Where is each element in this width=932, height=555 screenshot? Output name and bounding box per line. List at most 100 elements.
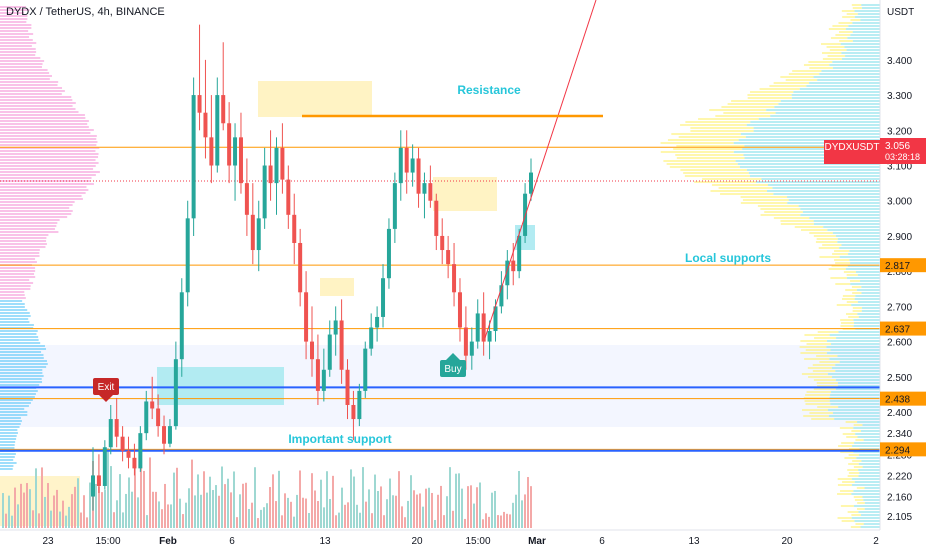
candle-body[interactable] <box>185 218 190 293</box>
buy-marker[interactable]: Buy <box>440 353 466 377</box>
candle-body[interactable] <box>321 369 326 391</box>
candle-body[interactable] <box>381 278 386 317</box>
symbol-title[interactable]: DYDX / TetherUS, 4h, BINANCE <box>6 6 165 18</box>
candle-body[interactable] <box>179 292 184 360</box>
candle-body[interactable] <box>463 327 468 356</box>
candle-body[interactable] <box>250 214 255 251</box>
candle-body[interactable] <box>469 341 474 356</box>
profile-row-left <box>0 114 85 116</box>
candle-body[interactable] <box>511 260 516 272</box>
candle-body[interactable] <box>191 95 196 219</box>
candle-body[interactable] <box>434 200 439 236</box>
trend-line[interactable] <box>484 0 597 339</box>
candle-body[interactable] <box>238 137 243 184</box>
profile-row-right-secondary <box>750 91 794 93</box>
candle-body[interactable] <box>173 359 178 427</box>
candle-body[interactable] <box>132 457 137 469</box>
candle-body[interactable] <box>428 183 433 201</box>
candle-body[interactable] <box>333 320 338 335</box>
candle-body[interactable] <box>363 348 368 391</box>
candle-body[interactable] <box>410 158 415 173</box>
candle-body[interactable] <box>487 331 492 342</box>
volume-bar <box>11 515 13 528</box>
candle-body[interactable] <box>440 235 445 251</box>
candle-body[interactable] <box>315 359 320 391</box>
candle-body[interactable] <box>475 313 480 342</box>
candle-body[interactable] <box>262 165 267 219</box>
candle-body[interactable] <box>357 390 362 420</box>
volume-bar <box>311 473 313 528</box>
candle-body[interactable] <box>404 147 409 173</box>
candle-body[interactable] <box>493 306 498 332</box>
profile-row-right-secondary <box>834 259 850 261</box>
candle-body[interactable] <box>120 436 125 451</box>
candle-body[interactable] <box>126 450 131 458</box>
candle-body[interactable] <box>375 316 380 328</box>
candle-body[interactable] <box>91 475 95 497</box>
candle-body[interactable] <box>398 147 403 184</box>
candle-body[interactable] <box>339 320 344 370</box>
candle-body[interactable] <box>274 147 279 184</box>
profile-row-right <box>832 67 880 69</box>
profile-row-right <box>847 265 880 267</box>
candle-body[interactable] <box>108 419 113 448</box>
candle-body[interactable] <box>280 147 285 180</box>
candle-body[interactable] <box>416 158 421 194</box>
candle-body[interactable] <box>446 250 451 265</box>
profile-row-left <box>0 15 28 17</box>
level-tag-label: 2.294 <box>885 445 910 456</box>
candle-body[interactable] <box>150 401 155 409</box>
profile-row-right <box>846 277 880 279</box>
profile-row-right-secondary <box>809 232 833 234</box>
candle-body[interactable] <box>310 341 314 360</box>
candle-body[interactable] <box>422 183 427 194</box>
mini-box <box>320 278 354 296</box>
candle-body[interactable] <box>167 426 172 444</box>
candle-body[interactable] <box>481 313 486 342</box>
candle-body[interactable] <box>162 426 167 444</box>
candle-body[interactable] <box>452 264 457 293</box>
candle-body[interactable] <box>197 95 202 113</box>
candle-body[interactable] <box>327 334 332 370</box>
profile-row-right-secondary <box>723 112 776 114</box>
candle-body[interactable] <box>215 95 220 166</box>
candle-body[interactable] <box>304 292 309 342</box>
profile-row-right-secondary <box>826 46 845 48</box>
candle-body[interactable] <box>102 447 107 486</box>
candle-body[interactable] <box>386 228 391 279</box>
candle-body[interactable] <box>292 214 297 243</box>
time-axis[interactable] <box>0 530 932 550</box>
candle-body[interactable] <box>457 292 462 328</box>
candle-body[interactable] <box>96 475 101 486</box>
candle-body[interactable] <box>233 137 238 166</box>
candle-body[interactable] <box>114 419 119 437</box>
candle-body[interactable] <box>256 218 261 251</box>
profile-row-right-secondary <box>840 490 854 492</box>
candle-body[interactable] <box>517 235 522 272</box>
candle-body[interactable] <box>298 242 303 293</box>
candle-body[interactable] <box>286 179 291 215</box>
candle-body[interactable] <box>138 433 143 469</box>
candle-body[interactable] <box>221 95 226 124</box>
volume-bar <box>293 516 295 528</box>
candle-body[interactable] <box>392 183 397 229</box>
candle-body[interactable] <box>268 165 273 184</box>
volume-bar <box>113 512 115 528</box>
candle-body[interactable] <box>203 112 208 138</box>
candle-body[interactable] <box>499 285 504 307</box>
candle-body[interactable] <box>529 172 533 194</box>
candle-body[interactable] <box>227 123 232 166</box>
candle-body[interactable] <box>209 137 214 166</box>
candle-body[interactable] <box>345 369 350 405</box>
candle-body[interactable] <box>351 404 356 420</box>
candle-body[interactable] <box>505 260 510 286</box>
profile-row-left <box>0 279 30 281</box>
exit-marker[interactable]: Exit <box>93 378 119 402</box>
candle-body[interactable] <box>156 408 161 427</box>
candle-body[interactable] <box>369 327 374 349</box>
candle-body[interactable] <box>244 183 249 215</box>
profile-row-right <box>861 307 880 309</box>
profile-row-right <box>756 181 880 183</box>
candle-body[interactable] <box>144 401 149 434</box>
